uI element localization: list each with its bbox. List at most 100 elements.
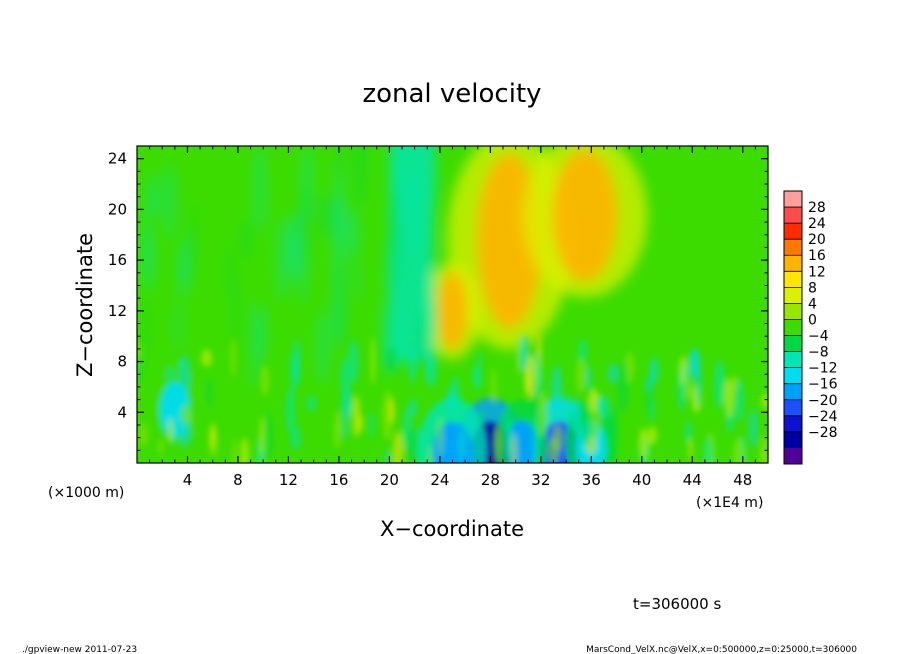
colorbar-label: −12	[808, 361, 838, 377]
field-streak	[166, 366, 175, 384]
field-streak	[407, 171, 423, 253]
field-streak	[190, 198, 197, 285]
field-streak	[519, 333, 529, 372]
x-axis: 4 8 12 16 20 24 28 32 36 40 44 48	[149, 146, 756, 489]
field-streak	[580, 406, 592, 446]
field-streak	[167, 417, 173, 443]
field-streak	[537, 392, 548, 436]
field-streak	[369, 411, 375, 439]
field-streak	[417, 305, 426, 368]
colorbar-label: −20	[808, 393, 838, 409]
colorbar-bin	[784, 255, 802, 272]
y-axis-label: Z−coordinate	[73, 233, 97, 377]
field-streak	[290, 425, 301, 450]
field-streak	[289, 209, 303, 280]
field-streak	[586, 364, 592, 391]
colorbar-bin	[784, 351, 802, 369]
y-tick-label: 20	[108, 200, 127, 218]
x-tick-label: 32	[531, 471, 550, 489]
colorbar-bin	[784, 287, 802, 304]
source-label: MarsCond_VelX.nc@VelX,x=0:500000,z=0:250…	[586, 645, 857, 654]
chart-title: zonal velocity	[362, 79, 541, 109]
y-tick-label: 16	[108, 251, 127, 269]
colorbar-label: 8	[808, 280, 817, 296]
colorbar-label: 12	[808, 264, 826, 280]
colorbar-bin	[784, 303, 802, 320]
field-feature-1	[552, 149, 618, 282]
field-streak	[388, 397, 395, 425]
x-tick-label: 36	[582, 471, 601, 489]
field-streak	[261, 413, 274, 459]
colorbar-bin	[784, 431, 802, 449]
field-streak	[147, 173, 161, 219]
x-tick-label: 44	[683, 471, 702, 489]
y-tick-label: 24	[108, 150, 127, 168]
field-streak	[232, 437, 238, 463]
field-streak	[230, 338, 237, 377]
colorbar-label: 16	[808, 248, 826, 264]
field-streak	[617, 359, 629, 412]
x-tick-label: 24	[430, 471, 449, 489]
field-streak	[748, 408, 758, 448]
colorbar-label: −8	[808, 345, 829, 361]
field-streak	[174, 296, 182, 354]
colorbar-bin	[784, 415, 802, 433]
field-streak	[142, 226, 155, 291]
field-streak	[292, 338, 301, 387]
field-streak	[449, 375, 461, 426]
colorbar-label: 0	[808, 312, 817, 328]
field-streak	[724, 378, 734, 418]
field-streak	[353, 146, 369, 207]
field-streak	[139, 422, 149, 447]
field-streak	[566, 392, 572, 427]
field-streak	[734, 379, 745, 422]
field-streak	[209, 425, 216, 451]
field-streak	[370, 336, 375, 386]
field-streak	[684, 420, 692, 444]
field-streak	[649, 397, 655, 422]
field-streak	[343, 395, 349, 442]
x-tick-label: 20	[380, 471, 399, 489]
field-streak	[315, 310, 330, 385]
field-streak	[649, 357, 660, 384]
field-streak	[679, 355, 687, 386]
colorbar-label: −16	[808, 377, 838, 393]
colorbar-bin	[784, 335, 802, 353]
field-streak	[688, 439, 693, 461]
field-streak	[695, 366, 702, 407]
field-streak	[576, 357, 586, 393]
field-streak	[275, 218, 290, 301]
field-streak	[398, 146, 409, 226]
field-streak	[333, 410, 341, 450]
colorbar-bin	[784, 191, 802, 208]
field-streak	[353, 258, 361, 302]
field-streak	[206, 377, 213, 408]
field-streak	[142, 294, 150, 370]
colorbar-label: 24	[808, 216, 826, 232]
colorbar-bin	[784, 271, 802, 288]
field-streak	[336, 146, 343, 177]
time-label: t=306000 s	[633, 595, 721, 613]
field-streak	[179, 420, 192, 447]
field-streak	[249, 302, 260, 391]
velocity-field	[137, 146, 768, 463]
field-streak	[306, 395, 317, 412]
field-feature-2	[437, 271, 468, 350]
x-tick-label: 40	[632, 471, 651, 489]
program-label: ./gpview-new 2011-07-23	[22, 645, 137, 654]
field-streak	[524, 366, 530, 395]
field-streak	[572, 397, 581, 433]
field-streak	[438, 417, 443, 457]
x-unit-label: (×1E4 m)	[696, 495, 763, 511]
field-streak	[476, 350, 482, 389]
colorbar-label: −24	[808, 409, 838, 425]
field-streak	[759, 434, 768, 463]
field-streak	[317, 193, 334, 239]
y-tick-label: 12	[108, 302, 127, 320]
colorbar-bin	[784, 239, 802, 256]
field-streak	[490, 367, 497, 404]
field-streak	[259, 417, 265, 454]
field-streak	[384, 347, 397, 372]
y-unit-label: (×1000 m)	[48, 485, 124, 501]
